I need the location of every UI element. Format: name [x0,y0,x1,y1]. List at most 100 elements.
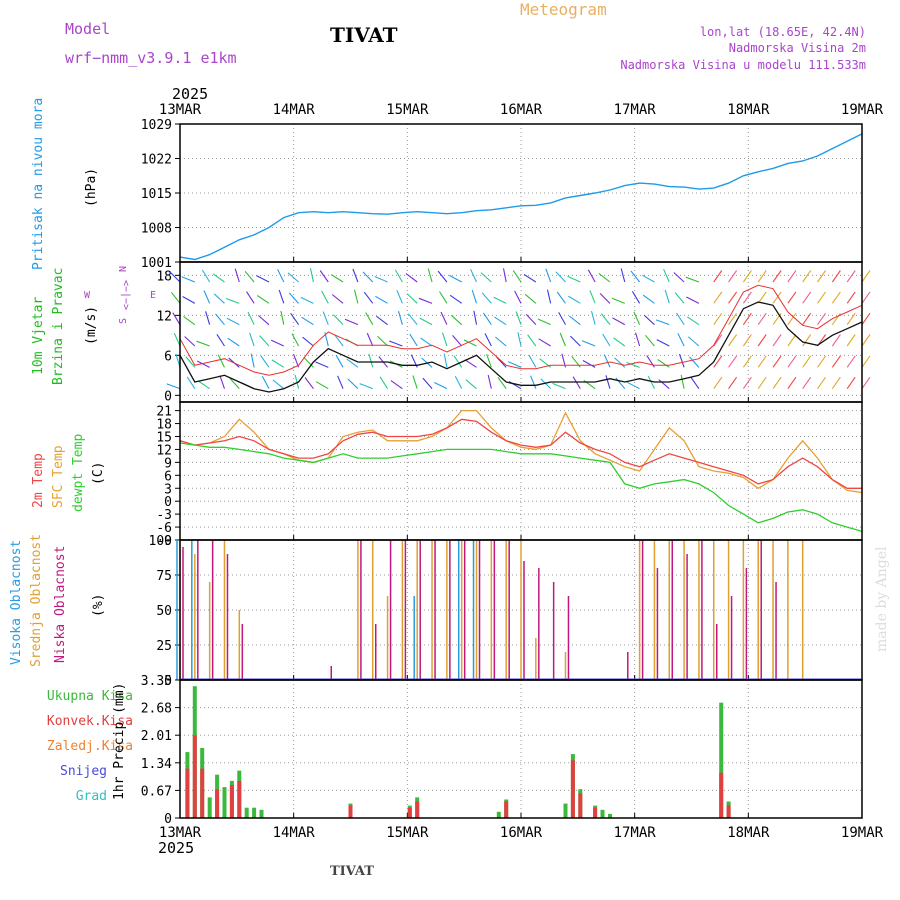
ytick-label-2-10: 21 [156,405,172,420]
wind-arrow-14-5 [374,275,388,283]
wind-arrow-3-0 [219,375,225,389]
precip-bar-1-14 [726,805,731,818]
x-tick-bottom-5: 18MAR [727,825,770,841]
wind-arrow-16-0 [412,375,418,389]
precip-bar-0-20 [600,809,605,818]
wind-arrow-18-4 [439,291,448,304]
wind-arrow-40-2 [772,334,782,347]
wind-arrow-3-1 [217,354,225,368]
wind-arrow-24-3 [525,314,537,326]
wind-arrow-17-0 [422,377,433,390]
wind-arrow-43-4 [817,291,827,304]
ytick-label-2-3: 0 [164,495,172,510]
ytick-label-0-1: 1008 [141,222,172,237]
wind-arrow-31-5 [630,270,641,283]
wind-arrow-2-2 [196,340,210,347]
wind-arrow-39-3 [757,312,767,325]
wind-arrow-9-3 [301,316,314,326]
wind-arrow-17-5 [427,268,433,283]
wind-arrow-16-4 [406,293,418,304]
wind-arrow-8-4 [288,292,300,304]
wind-arrow-16-2 [409,333,418,347]
precip-bar-1-3 [215,789,220,818]
wind-arrow-15-2 [389,340,403,347]
wind-arrow-39-2 [757,334,767,347]
wind-arrow-22-3 [494,316,507,326]
wind-arrow-3-3 [215,313,225,326]
wind-dir-s: S [118,318,129,324]
ytick-label-4-3: 2.01 [141,729,172,744]
wind-arrow-26-0 [552,382,566,390]
ytick-label-2-6: 9 [164,456,172,471]
wind-unit-label: (m/s) [84,306,99,345]
ytick-label-0-3: 1022 [141,153,172,168]
wind-arrow-38-2 [742,334,752,347]
precip-bar-1-7 [407,807,412,818]
wind-arrow-15-5 [394,269,403,283]
wind-arrow-38-3 [742,312,752,325]
ytick-label-3-4: 100 [149,534,172,549]
wind-arrow-3-2 [216,334,225,347]
wind-arrow-21-1 [486,354,492,368]
wind-arrow-39-0 [757,376,767,389]
wind-arrow-18-0 [434,382,448,390]
wind-arrow-3-5 [212,273,225,283]
wind-arrow-12-3 [344,318,359,326]
wind-arrow-23-3 [515,311,522,325]
wind-arrow-30-5 [620,268,626,283]
wind-arrow-28-2 [581,340,596,347]
wind-arrow-38-5 [742,270,752,283]
wind-arrow-36-3 [713,312,723,325]
wind-arrow-31-3 [633,311,641,325]
product-title: Meteogram [520,0,607,19]
wind-arrow-29-2 [602,333,611,347]
wind-arrow-12-4 [353,289,359,304]
footer-station: TIVAT [330,864,374,879]
wind-arrow-22-4 [493,296,507,304]
wind-arrow-31-2 [634,332,641,347]
wind-speed-line [179,301,863,393]
wind-arrow-19-3 [450,314,463,326]
temp-unit-label: (C) [91,462,106,485]
wind-arrow-3-4 [213,293,225,304]
wind-arrow-46-4 [861,291,871,304]
ytick-label-4-5: 3.35 [141,674,172,689]
wind-arrow-43-1 [817,355,827,368]
wind-arrow-0-3 [172,312,181,325]
wind-arrow-45-4 [846,291,856,304]
wind-arrow-35-1 [689,356,700,368]
wind-arrow-5-5 [244,270,255,283]
wind-arrow-6-3 [258,315,270,326]
model-label: Model [65,20,110,38]
cloud-legend-low: Niska Oblacnost [53,546,68,663]
wind-arrow-42-5 [802,270,812,283]
wind-arrow-36-1 [713,355,723,368]
wind-arrow-9-1 [303,356,314,368]
wind-arrow-17-4 [418,297,433,304]
wind-arrow-15-3 [397,311,403,325]
wind-arrow-37-1 [728,355,738,368]
precip-bar-0-10 [259,809,264,818]
wind-arrow-21-0 [487,374,492,389]
wind-arrow-39-4 [757,291,767,304]
wind-arrow-1-1 [185,356,196,368]
wind-arrow-37-0 [728,376,738,389]
wind-arrow-36-0 [713,376,723,389]
wind-arrow-40-1 [772,355,782,368]
precip-legend-conv: Konvek.Kisa [47,714,133,729]
ytick-label-4-4: 2.68 [141,702,172,717]
wind-arrow-46-5 [861,270,871,283]
wind-arrow-28-3 [590,310,596,325]
ytick-label-4-0: 0 [164,812,172,827]
wind-arrow-26-5 [555,271,566,283]
wind-arrow-33-4 [664,289,670,304]
wind-arrow-39-1 [757,355,767,368]
wind-arrow-14-0 [379,376,389,389]
wind-arrow-44-4 [831,291,841,304]
wind-arrow-20-3 [473,310,478,325]
temp-2m-line [179,418,862,489]
wind-arrow-45-1 [846,355,856,368]
ytick-label-2-9: 18 [156,418,172,433]
precip-bar-1-4 [229,785,234,818]
